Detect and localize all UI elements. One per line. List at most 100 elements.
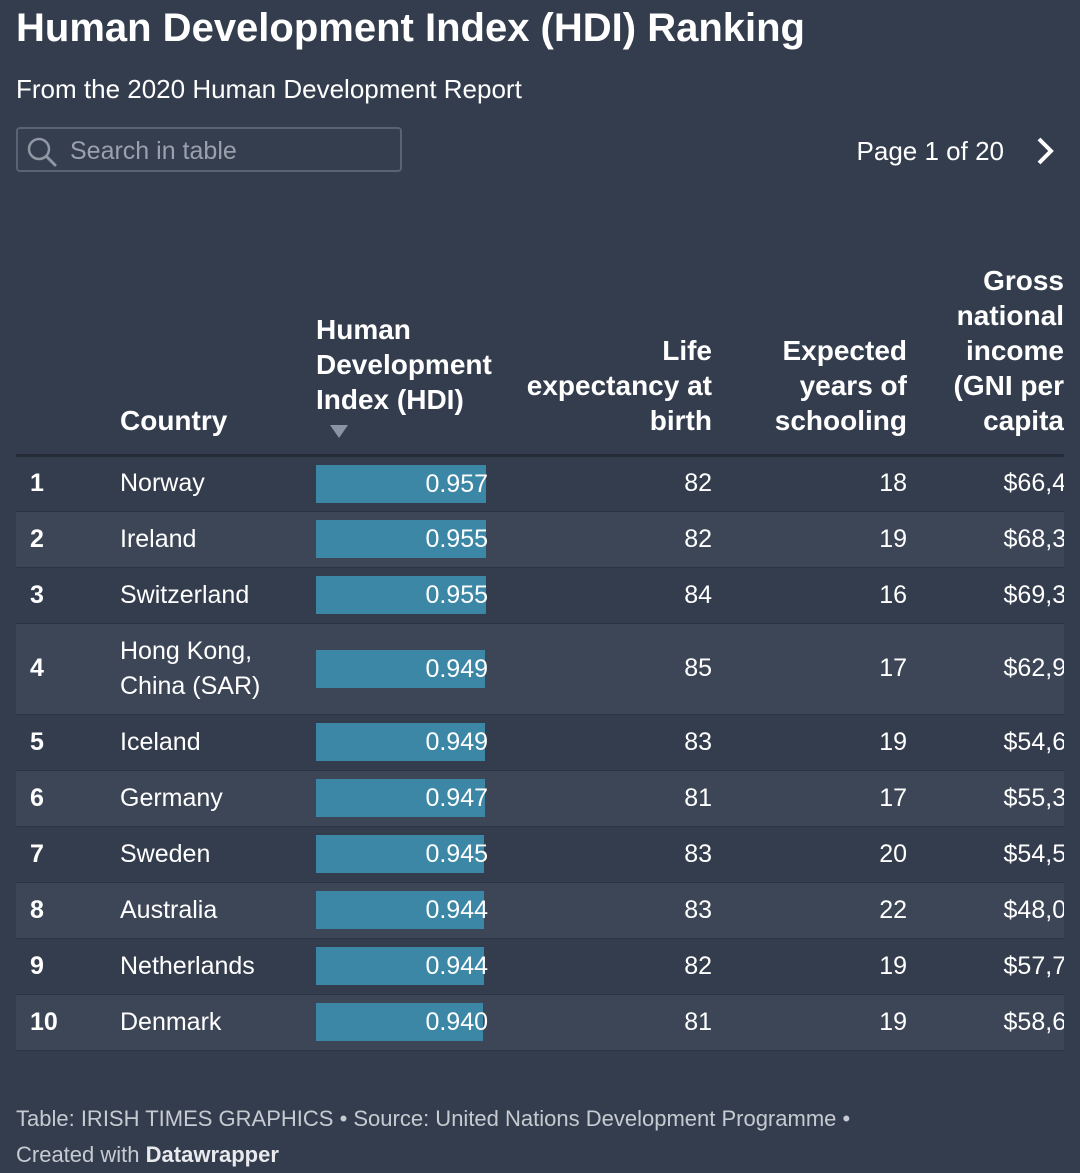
hdi-value: 0.947 (425, 784, 488, 812)
hdi-bar: 0.955 (316, 576, 494, 614)
life-expectancy-cell: 82 (502, 511, 712, 568)
life-expectancy-cell: 83 (502, 714, 712, 771)
col-header-hdi[interactable]: Human Development Index (HDI) (316, 225, 502, 457)
hdi-value: 0.949 (425, 728, 488, 756)
life-expectancy-cell: 85 (502, 623, 712, 715)
page-title: Human Development Index (HDI) Ranking (16, 6, 805, 50)
country-cell: Netherlands (120, 938, 316, 995)
hdi-bar-fill (316, 723, 485, 761)
rank-cell: 9 (16, 938, 120, 995)
col-header-life-label: Life expectancy at birth (526, 334, 712, 436)
country-cell: Switzerland (120, 567, 316, 624)
hdi-bar: 0.940 (316, 1003, 494, 1041)
hdi-bar-fill (316, 891, 485, 929)
footer-credit: Created with Datawrapper (16, 1142, 279, 1168)
page-indicator: Page 1 of 20 (856, 135, 1004, 166)
gni-cell: $48,08 (907, 882, 1064, 939)
gni-cell: $55,31 (907, 770, 1064, 827)
hdi-bar: 0.944 (316, 891, 494, 929)
hdi-cell: 0.940 (316, 994, 502, 1051)
country-cell: Hong Kong, China (SAR) (120, 623, 316, 715)
hdi-cell: 0.955 (316, 511, 502, 568)
life-expectancy-cell: 84 (502, 567, 712, 624)
hdi-value: 0.957 (425, 469, 488, 498)
hdi-bar-fill (316, 779, 485, 817)
rank-cell: 10 (16, 994, 120, 1051)
hdi-cell: 0.955 (316, 567, 502, 624)
hdi-cell: 0.957 (316, 455, 502, 512)
footer-created-prefix: Created with (16, 1142, 140, 1167)
life-expectancy-cell: 81 (502, 994, 712, 1051)
schooling-cell: 17 (712, 770, 907, 827)
footer-source: Table: IRISH TIMES GRAPHICS • Source: Un… (16, 1106, 851, 1131)
hdi-value: 0.944 (425, 952, 488, 980)
rank-cell: 1 (16, 455, 120, 512)
hdi-cell: 0.944 (316, 938, 502, 995)
data-table: Country Human Development Index (HDI) Li… (16, 225, 1064, 1055)
chevron-right-icon (1037, 137, 1054, 165)
footer-datawrapper-link[interactable]: Datawrapper (145, 1142, 279, 1167)
schooling-cell: 19 (712, 938, 907, 995)
search-icon (27, 137, 57, 167)
col-header-schooling[interactable]: Expected years of schooling (712, 225, 907, 457)
schooling-cell: 22 (712, 882, 907, 939)
hdi-cell: 0.949 (316, 714, 502, 771)
schooling-cell: 16 (712, 567, 907, 624)
col-header-hdi-label: Human Development Index (HDI) (316, 313, 492, 415)
hdi-value: 0.949 (425, 654, 488, 683)
country-cell: Germany (120, 770, 316, 827)
hdi-bar: 0.949 (316, 649, 494, 688)
col-header-rank (16, 225, 120, 457)
hdi-bar-fill (316, 1003, 484, 1041)
sort-descending-icon[interactable] (330, 424, 348, 438)
col-header-gni-label: Gross national income (GNI per capita (953, 264, 1064, 436)
col-header-gni[interactable]: Gross national income (GNI per capita (907, 225, 1064, 457)
gni-cell: $62,98 (907, 623, 1064, 715)
hdi-bar: 0.957 (316, 464, 494, 503)
hdi-cell: 0.949 (316, 623, 502, 715)
hdi-bar-fill (316, 464, 487, 503)
life-expectancy-cell: 81 (502, 770, 712, 827)
search-input[interactable] (68, 133, 392, 169)
rank-cell: 4 (16, 623, 120, 715)
hdi-value: 0.955 (425, 525, 488, 553)
gni-cell: $69,39 (907, 567, 1064, 624)
hdi-value: 0.940 (425, 1008, 488, 1036)
table-header-row: Country Human Development Index (HDI) Li… (16, 225, 1064, 457)
hdi-bar-fill (316, 835, 485, 873)
hdi-bar: 0.944 (316, 947, 494, 985)
hdi-cell: 0.944 (316, 882, 502, 939)
life-expectancy-cell: 82 (502, 455, 712, 512)
country-cell: Denmark (120, 994, 316, 1051)
col-header-life[interactable]: Life expectancy at birth (502, 225, 712, 457)
col-header-country-label: Country (120, 404, 228, 436)
col-header-country[interactable]: Country (120, 225, 316, 457)
hdi-bar: 0.949 (316, 723, 494, 761)
next-page-button[interactable] (1030, 132, 1060, 170)
hdi-bar: 0.955 (316, 520, 494, 558)
hdi-bar: 0.945 (316, 835, 494, 873)
schooling-cell: 17 (712, 623, 907, 715)
life-expectancy-cell: 82 (502, 938, 712, 995)
hdi-bar-fill (316, 520, 486, 558)
country-cell: Australia (120, 882, 316, 939)
life-expectancy-cell: 83 (502, 882, 712, 939)
page-subtitle: From the 2020 Human Development Report (16, 74, 522, 104)
gni-cell: $66,49 (907, 455, 1064, 512)
hdi-value: 0.955 (425, 581, 488, 609)
country-cell: Sweden (120, 826, 316, 883)
search-box[interactable] (16, 127, 402, 172)
gni-cell: $68,37 (907, 511, 1064, 568)
rank-cell: 3 (16, 567, 120, 624)
hdi-value: 0.945 (425, 840, 488, 868)
schooling-cell: 18 (712, 455, 907, 512)
rank-cell: 2 (16, 511, 120, 568)
